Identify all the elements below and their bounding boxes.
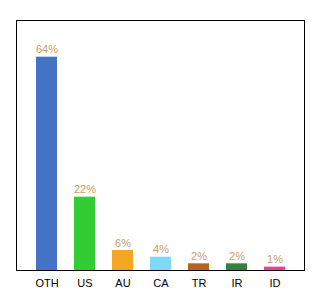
svg-text:1%: 1% <box>267 253 283 265</box>
svg-text:OTH: OTH <box>35 277 58 289</box>
svg-text:22%: 22% <box>74 183 96 195</box>
svg-text:TR: TR <box>192 277 207 289</box>
svg-text:64%: 64% <box>36 43 58 55</box>
svg-text:2%: 2% <box>229 250 245 262</box>
svg-text:2%: 2% <box>191 250 207 262</box>
svg-text:CA: CA <box>153 277 169 289</box>
svg-text:AU: AU <box>115 277 130 289</box>
svg-text:6%: 6% <box>115 237 131 249</box>
svg-text:US: US <box>77 277 92 289</box>
svg-text:IR: IR <box>232 277 243 289</box>
svg-text:4%: 4% <box>153 243 169 255</box>
svg-text:ID: ID <box>270 277 281 289</box>
